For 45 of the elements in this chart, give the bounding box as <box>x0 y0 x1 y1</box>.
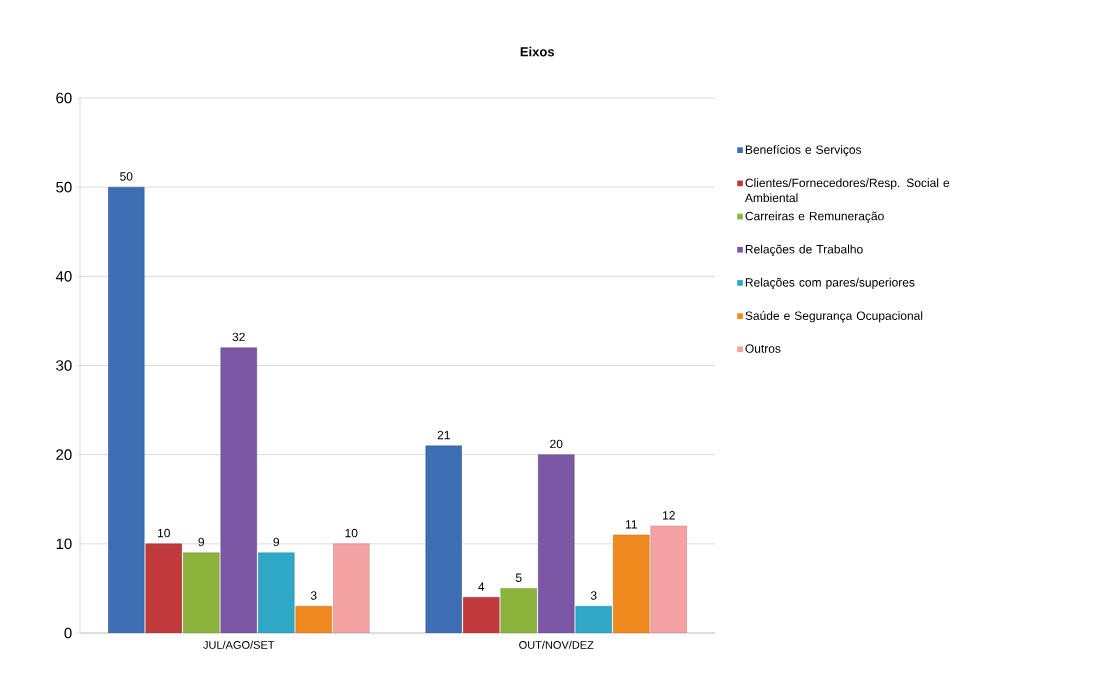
bar <box>295 606 332 633</box>
chart-title: Eixos <box>520 46 555 57</box>
legend-label: Benefícios e Serviços <box>745 144 862 157</box>
bar <box>108 186 145 633</box>
data-label: 11 <box>625 520 637 529</box>
legend-label: Saúde e Segurança Ocupacional <box>745 310 923 323</box>
data-label: 4 <box>478 582 485 591</box>
y-tick-label: 30 <box>56 360 72 371</box>
data-label: 21 <box>437 430 450 440</box>
bar <box>145 543 182 633</box>
bar <box>575 606 612 633</box>
bar <box>650 525 687 633</box>
bar <box>538 454 575 633</box>
data-label: 9 <box>273 537 280 547</box>
legend-label: Carreiras e Remuneração <box>745 211 884 223</box>
data-label: 32 <box>232 332 245 342</box>
y-tick-label: 60 <box>56 92 72 104</box>
data-label: 10 <box>158 528 170 538</box>
bar <box>183 552 220 633</box>
bar <box>463 597 500 633</box>
x-tick-label: JUL/AGO/SET <box>203 640 275 649</box>
data-label: 12 <box>663 511 675 520</box>
y-tick-label: 20 <box>56 449 72 460</box>
data-label: 3 <box>590 591 597 600</box>
y-tick-label: 40 <box>55 271 72 282</box>
y-tick-label: 0 <box>64 627 72 639</box>
bar <box>425 445 462 633</box>
data-label: 20 <box>550 439 563 449</box>
x-tick-label: OUT/NOV/DEZ <box>519 640 594 649</box>
legend-label: Relações de Trabalho <box>745 244 863 256</box>
data-label: 10 <box>345 528 358 538</box>
bar <box>613 534 650 633</box>
data-label: 9 <box>198 537 205 547</box>
y-tick-label: 50 <box>56 181 72 193</box>
bar <box>500 588 537 633</box>
legend-label: Outros <box>745 344 781 353</box>
bar <box>258 552 295 633</box>
data-label: 3 <box>310 591 317 600</box>
bar <box>333 543 370 633</box>
y-tick-label: 10 <box>56 538 72 550</box>
legend-label: Clientes/Fornecedores/Resp. Social e Ambiental <box>744 178 950 203</box>
bar <box>220 347 257 633</box>
legend-label: Relações com pares/superiores <box>745 277 915 290</box>
data-label: 5 <box>515 573 522 582</box>
data-label: 50 <box>120 172 133 181</box>
